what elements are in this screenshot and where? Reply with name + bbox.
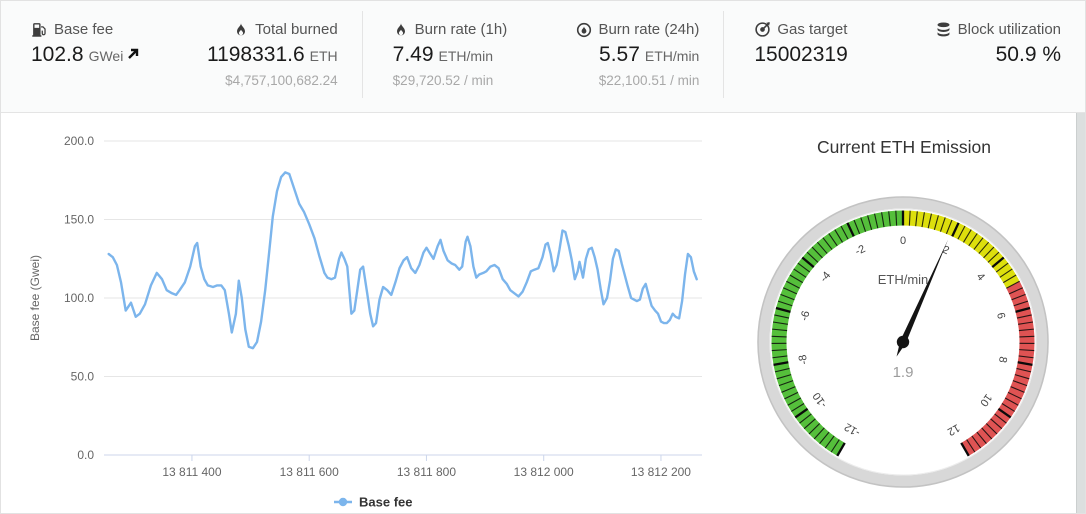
trend-up-icon (126, 43, 140, 67)
database-icon (935, 21, 952, 38)
gauge-units-label: ETH/min (878, 272, 929, 287)
base-fee-series-line[interactable] (107, 171, 698, 350)
stat-group-block: Gas target 15002319 Block utilization 50… (724, 1, 1085, 112)
gas-pump-icon (31, 21, 48, 38)
stat-burn-rate-24h: Burn rate (24h) 5.57 ETH/min $22,100.51 … (576, 21, 699, 112)
svg-text:150.0: 150.0 (64, 213, 94, 227)
stat-total-burned: Total burned 1198331.6 ETH $4,757,100,68… (207, 21, 338, 112)
svg-text:0: 0 (900, 235, 906, 247)
svg-text:100.0: 100.0 (64, 291, 94, 305)
stat-label: Gas target (777, 21, 848, 38)
svg-text:13 812 000: 13 812 000 (514, 465, 574, 479)
svg-text:10: 10 (977, 391, 994, 408)
flame-icon (393, 22, 409, 38)
stat-burn-rate-1h: Burn rate (1h) 7.49 ETH/min $29,720.52 /… (393, 21, 508, 112)
flame-icon (233, 22, 249, 38)
stat-unit: ETH (309, 48, 338, 64)
window-edge (1076, 113, 1085, 513)
stat-unit: ETH/min (644, 48, 700, 64)
svg-text:12: 12 (945, 421, 962, 438)
stat-subvalue: $29,720.52 / min (392, 73, 494, 88)
eth-emission-gauge: Current ETH Emission -12-10-8-6-4-202468… (757, 137, 1049, 488)
svg-text:13 811 400: 13 811 400 (162, 465, 221, 479)
chart-legend[interactable]: Base fee (334, 495, 412, 510)
legend-label[interactable]: Base fee (359, 495, 412, 510)
svg-text:8: 8 (996, 355, 1009, 363)
svg-text:6: 6 (994, 311, 1007, 320)
stat-unit: ETH/min (438, 48, 493, 64)
stat-value: 50.9 % (995, 43, 1062, 66)
stat-gas-target: Gas target 15002319 (754, 21, 847, 112)
stat-subvalue: $22,100.51 / min (598, 73, 700, 88)
stat-subvalue: $4,757,100,682.24 (225, 73, 338, 88)
stat-value: 1198331.6 (206, 43, 305, 66)
svg-text:50.0: 50.0 (71, 370, 95, 384)
x-axis: 13 811 400 13 811 600 13 811 800 13 812 000… (162, 455, 691, 479)
stat-base-fee: Base fee 102.8 GWei (31, 21, 140, 112)
stat-label: Total burned (255, 21, 338, 38)
svg-text:0.0: 0.0 (77, 448, 94, 462)
gauge-title: Current ETH Emission (817, 137, 991, 157)
svg-text:-8: -8 (797, 354, 811, 366)
gauge-needle (896, 239, 949, 357)
legend-marker-dot (338, 497, 348, 507)
stat-label: Burn rate (24h) (598, 21, 700, 38)
stat-value: 102.8 (31, 43, 84, 66)
stats-bar: Base fee 102.8 GWei Total burned (1, 1, 1085, 113)
stat-value: 7.49 (392, 43, 434, 66)
y-axis-title: Base fee (Gwei) (28, 255, 42, 341)
stat-value: 15002319 (754, 43, 848, 66)
target-icon (754, 21, 771, 38)
svg-text:2: 2 (940, 244, 951, 257)
flame-circle-icon (576, 22, 592, 38)
svg-text:13 811 600: 13 811 600 (280, 465, 339, 479)
stat-label: Burn rate (1h) (414, 21, 508, 38)
divider (361, 11, 363, 98)
stat-block-utilization: Block utilization 50.9 % (935, 21, 1061, 112)
base-fee-line-chart[interactable]: Base fee (Gwei) 200.0 150.0 100.0 50.0 0.0 1… (1, 113, 741, 512)
stat-unit: GWei (88, 48, 124, 64)
charts-area: Base fee (Gwei) 200.0 150.0 100.0 50.0 0.0 1… (1, 113, 1085, 513)
svg-text:13 811 800: 13 811 800 (397, 465, 456, 479)
svg-text:13 812 200: 13 812 200 (631, 465, 691, 479)
gauge-value: 1.9 (893, 364, 914, 381)
stat-label: Block utilization (957, 21, 1062, 38)
stat-value: 5.57 (599, 43, 640, 66)
svg-text:-6: -6 (798, 310, 812, 323)
svg-text:200.0: 200.0 (64, 134, 94, 148)
stat-group-fees: Base fee 102.8 GWei Total burned (1, 1, 362, 112)
stat-label: Base fee (54, 21, 114, 38)
svg-text:-2: -2 (853, 243, 867, 258)
divider (723, 11, 725, 98)
stat-group-burn-rates: Burn rate (1h) 7.49 ETH/min $29,720.52 /… (363, 1, 724, 112)
